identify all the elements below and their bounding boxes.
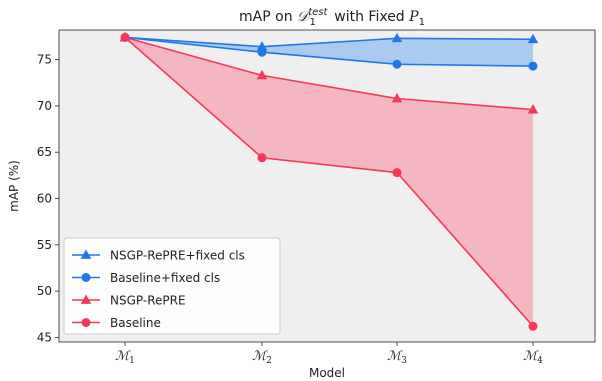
legend: NSGP-RePRE+fixed cls Baseline+fixed cls NS… xyxy=(63,237,281,335)
title-prefix: mAP on xyxy=(239,9,297,25)
point-nsgp-repre-fixed-cls-2 xyxy=(256,41,268,51)
point-baseline-fixed-cls-4 xyxy=(528,61,538,71)
series-line-baseline xyxy=(124,36,534,327)
x-tick-label-m3: ℳ3 xyxy=(387,349,407,366)
legend-marker-baseline xyxy=(81,318,91,327)
point-nsgp-repre-fixed-cls-4 xyxy=(527,33,539,44)
point-baseline-4 xyxy=(528,321,538,331)
point-nsgp-repre-fixed-cls-3 xyxy=(391,32,403,43)
series-line-baseline-fixed-cls xyxy=(124,36,534,67)
fill-nsgp-repre-to-baseline xyxy=(125,37,533,327)
point-baseline-1 xyxy=(120,32,130,42)
point-baseline-fixed-cls-2 xyxy=(257,47,267,57)
legend-marker-baseline-fixed-cls xyxy=(81,273,91,282)
point-baseline-3 xyxy=(392,168,402,178)
y-tick-label: 45 xyxy=(37,330,52,344)
series-layer xyxy=(119,31,539,331)
title-param-sub: 1 xyxy=(419,17,425,28)
legend-marker-nsgp-repre-fixed-cls xyxy=(80,249,92,259)
y-tick-label: 65 xyxy=(37,145,52,159)
y-tick-label: 70 xyxy=(37,99,52,113)
x-axis-label: Model xyxy=(309,366,345,380)
series-line-nsgp-repre xyxy=(124,36,534,111)
title-dataset-sub: 1 xyxy=(309,17,315,28)
legend-label-baseline: Baseline xyxy=(110,316,161,330)
y-axis-label: mAP (%) xyxy=(7,160,21,212)
y-axis: 45 50 55 60 65 70 75 xyxy=(37,53,59,344)
title-dataset-symbol: 𝒟 xyxy=(297,9,311,25)
x-tick-label-m4: ℳ4 xyxy=(523,349,543,366)
legend-label-nsgp-repre: NSGP-RePRE xyxy=(110,294,186,308)
legend-box xyxy=(63,237,281,335)
legend-marker-nsgp-repre xyxy=(80,294,92,304)
series-line-nsgp-repre-fixed-cls xyxy=(124,36,534,48)
point-baseline-2 xyxy=(257,153,267,163)
legend-label-nsgp-repre-fixed-cls: NSGP-RePRE+fixed cls xyxy=(110,249,245,263)
title-dataset-sup: test xyxy=(308,7,328,18)
title-param-symbol: P xyxy=(408,9,419,25)
y-tick-label: 55 xyxy=(37,238,52,252)
title-middle: with Fixed xyxy=(330,9,409,25)
y-tick-label: 75 xyxy=(37,53,52,67)
point-nsgp-repre-2 xyxy=(256,69,268,80)
y-tick-label: 60 xyxy=(37,191,52,205)
x-axis: ℳ1 ℳ2 ℳ3 ℳ4 xyxy=(115,342,543,366)
y-tick-label: 50 xyxy=(37,284,52,298)
x-tick-label-m1: ℳ1 xyxy=(115,349,135,366)
point-nsgp-repre-4 xyxy=(527,104,539,114)
legend-label-baseline-fixed-cls: Baseline+fixed cls xyxy=(110,271,220,285)
x-tick-label-m2: ℳ2 xyxy=(252,349,272,366)
point-nsgp-repre-3 xyxy=(391,93,403,103)
point-baseline-fixed-cls-3 xyxy=(392,59,402,69)
chart-title: mAP on 𝒟test 1 with Fixed P1 xyxy=(239,7,425,28)
